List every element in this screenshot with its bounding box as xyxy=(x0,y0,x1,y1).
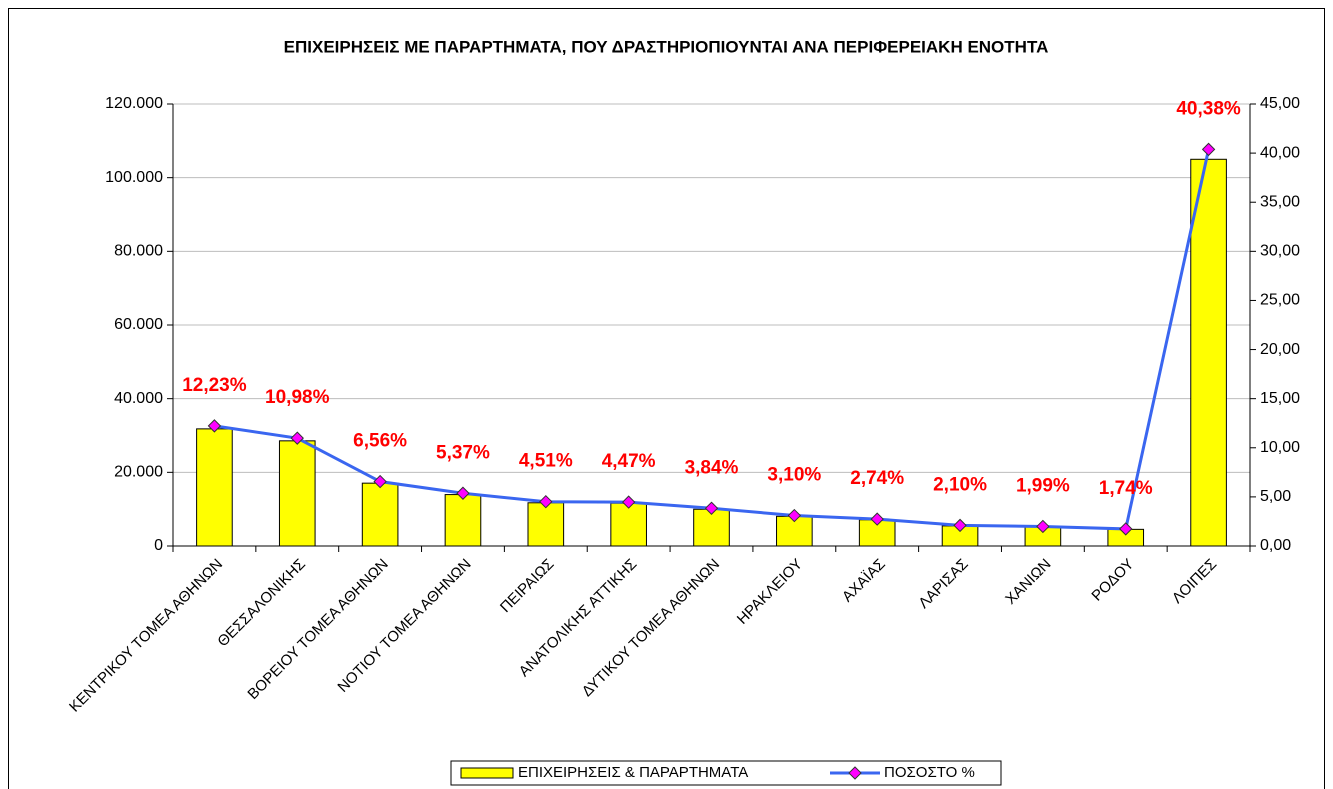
data-label: 1,74% xyxy=(1099,478,1153,499)
y-tick-label: 80.000 xyxy=(114,243,163,260)
y2-tick-label: 20,00 xyxy=(1260,341,1300,358)
marker xyxy=(1201,142,1216,157)
bar xyxy=(527,502,565,547)
bar xyxy=(196,428,233,547)
y2-tick-label: 15,00 xyxy=(1260,390,1300,407)
data-label: 4,47% xyxy=(602,451,656,472)
y-tick-label: 0 xyxy=(154,537,163,554)
marker xyxy=(870,512,884,526)
legend-frame xyxy=(450,760,1002,786)
bar xyxy=(1190,158,1227,547)
bar xyxy=(444,494,482,547)
y2-tick-label: 40,00 xyxy=(1260,144,1300,161)
data-label: 5,37% xyxy=(436,442,490,463)
marker xyxy=(1119,522,1133,536)
marker xyxy=(539,494,553,509)
data-label: 40,38% xyxy=(1176,98,1241,119)
legend-swatch xyxy=(460,767,514,779)
marker xyxy=(456,486,470,500)
marker xyxy=(1036,519,1050,534)
marker xyxy=(207,419,222,433)
legend-label: ΠΟΣΟΣΤΟ % xyxy=(884,764,975,781)
bar xyxy=(278,440,316,547)
y2-tick-label: 30,00 xyxy=(1260,243,1300,260)
marker xyxy=(621,495,636,509)
bar xyxy=(693,508,730,547)
data-label: 2,10% xyxy=(933,474,987,495)
legend-marker xyxy=(848,766,862,780)
y-tick-label: 60.000 xyxy=(114,316,163,333)
y2-tick-label: 0,00 xyxy=(1260,537,1291,554)
y-tick-label: 120.000 xyxy=(105,95,163,112)
data-label: 3,84% xyxy=(685,457,739,478)
y2-tick-label: 10,00 xyxy=(1260,439,1300,456)
legend-label: ΕΠΙΧΕΙΡΗΣΕΙΣ & ΠΑΡΑΡΤΗΜΑΤΑ xyxy=(518,764,748,781)
marker xyxy=(953,518,967,533)
data-label: 12,23% xyxy=(182,375,247,396)
data-label: 10,98% xyxy=(265,387,330,408)
y-tick-label: 100.000 xyxy=(105,169,163,186)
data-label: 6,56% xyxy=(353,431,407,452)
marker xyxy=(290,431,304,445)
y2-tick-label: 5,00 xyxy=(1260,488,1291,505)
y2-tick-label: 35,00 xyxy=(1260,193,1300,210)
legend: ΕΠΙΧΕΙΡΗΣΕΙΣ & ΠΑΡΑΡΤΗΜΑΤΑ ΠΟΣΟΣΤΟ % xyxy=(450,760,1002,786)
y-tick-label: 40.000 xyxy=(114,390,163,407)
marker xyxy=(704,501,719,515)
data-label: 4,51% xyxy=(519,451,573,472)
bar xyxy=(361,482,399,547)
marker xyxy=(787,508,802,523)
bar xyxy=(610,502,647,547)
y2-tick-label: 25,00 xyxy=(1260,292,1300,309)
data-label: 3,10% xyxy=(767,465,821,486)
marker xyxy=(373,474,387,489)
chart-title: ΕΠΙΧΕΙΡΗΣΕΙΣ ΜΕ ΠΑΡΑΡΤΗΜΑΤΑ, ΠΟΥ ΔΡΑΣΤΗΡ… xyxy=(284,37,1049,56)
data-label: 2,74% xyxy=(850,468,904,489)
data-label: 1,99% xyxy=(1016,475,1070,496)
y-tick-label: 20.000 xyxy=(114,464,163,481)
y2-tick-label: 45,00 xyxy=(1260,95,1300,112)
